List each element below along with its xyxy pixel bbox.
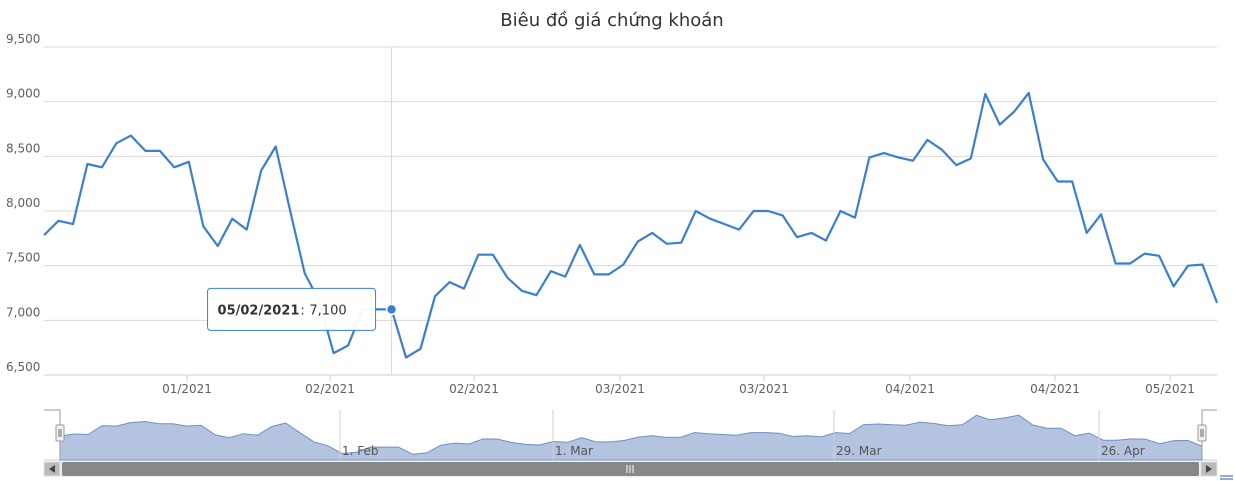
chart-title: Biêu đồ giá chứng khoán	[500, 10, 723, 31]
navigator-scrollbar[interactable]	[43, 461, 1218, 477]
tooltip: 05/02/2021 : 7,100	[207, 287, 377, 331]
navigator-area	[59, 414, 1203, 461]
x-tick-label: 03/2021	[739, 382, 789, 396]
x-tick-label: 04/2021	[885, 382, 935, 396]
y-tick-label: 8,000	[6, 196, 40, 210]
navigator-right-outline	[1201, 409, 1217, 460]
tooltip-value: 7,100	[309, 303, 346, 318]
tooltip-separator: :	[300, 303, 304, 318]
x-tick-label: 02/2021	[449, 382, 499, 396]
chevron-left-icon	[49, 465, 55, 473]
navigator-right-handle[interactable]	[1197, 424, 1207, 442]
x-tick-label: 05/2021	[1145, 382, 1195, 396]
navigator-label: 29. Mar	[836, 444, 882, 458]
y-tick-label: 9,500	[6, 32, 40, 46]
menu-icon[interactable]	[1220, 475, 1233, 480]
navigator-left-handle[interactable]	[55, 424, 65, 442]
navigator-label: 1. Mar	[555, 444, 593, 458]
y-axis: 6,500 7,000 7,500 8,000 8,500 9,000 9,500	[6, 32, 40, 374]
handle-grip[interactable]	[1197, 424, 1207, 442]
navigator-label: 26. Apr	[1101, 444, 1145, 458]
y-tick-label: 9,000	[6, 87, 40, 101]
chevron-right-icon	[1206, 465, 1212, 473]
tooltip-box	[207, 287, 377, 331]
y-tick-label: 8,500	[6, 141, 40, 155]
x-tick-label: 02/2021	[305, 382, 355, 396]
x-tick-label: 01/2021	[162, 382, 212, 396]
navigator-label: 1. Feb	[342, 444, 379, 458]
navigator[interactable]: 1. Feb 1. Mar 29. Mar 26. Apr	[43, 409, 1233, 480]
y-tick-label: 7,500	[6, 251, 40, 265]
x-tick-label: 03/2021	[595, 382, 645, 396]
x-axis: 01/2021 02/2021 02/2021 03/2021 03/2021 04/20…	[44, 374, 1217, 396]
navigator-left-outline	[44, 409, 61, 460]
hovered-data-point[interactable]	[385, 303, 398, 316]
y-tick-label: 7,000	[6, 305, 40, 319]
price-series-line	[43, 91, 1219, 359]
handle-grip[interactable]	[55, 424, 65, 442]
x-tick-label: 04/2021	[1030, 382, 1080, 396]
series-layer	[43, 91, 1219, 359]
tooltip-date: 05/02/2021	[218, 303, 300, 318]
y-tick-label: 6,500	[6, 360, 40, 374]
